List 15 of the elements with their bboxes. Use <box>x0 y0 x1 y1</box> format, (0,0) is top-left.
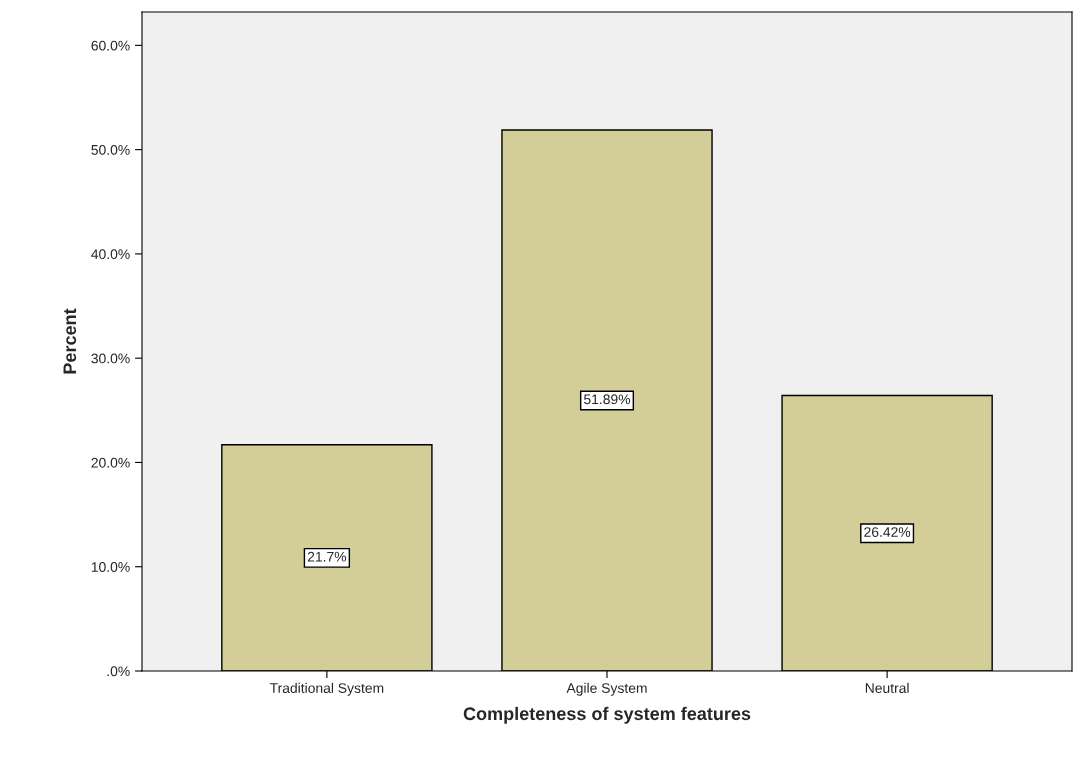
y-tick-label: 40.0% <box>91 249 130 260</box>
y-axis-title: Percent <box>63 308 77 374</box>
x-axis-title: Completeness of system features <box>463 706 751 724</box>
data-label: 26.42% <box>864 527 911 537</box>
x-tick-label: Traditional System <box>269 682 384 696</box>
y-tick-label: 10.0% <box>91 562 130 572</box>
data-label: 21.7% <box>307 551 347 562</box>
y-tick-label: .0% <box>107 666 130 677</box>
y-tick-label: 60.0% <box>91 40 130 51</box>
x-tick-label: Agile System <box>566 682 647 696</box>
y-tick-label: 30.0% <box>91 353 130 364</box>
y-tick-label: 20.0% <box>91 457 130 468</box>
data-label: 51.89% <box>584 394 631 405</box>
y-tick-label: 50.0% <box>91 144 130 155</box>
x-tick-label: Neutral <box>865 682 909 694</box>
